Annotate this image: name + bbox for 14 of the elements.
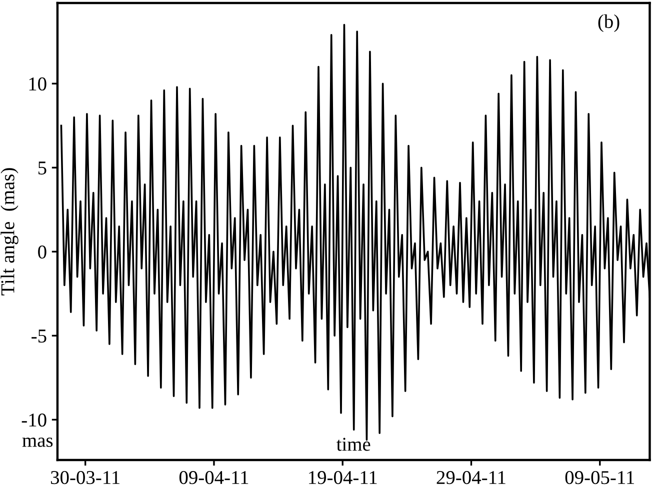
x-tick-label: 30-03-11 xyxy=(50,471,120,484)
y-axis-title: Tilt angle (mas) xyxy=(0,168,18,296)
annotation: (b) xyxy=(598,14,620,32)
y-tick-label: -5 xyxy=(32,330,46,343)
x-tick-label: 29-04-11 xyxy=(436,471,506,484)
y-tick-label: 5 xyxy=(38,162,46,175)
text: mas xyxy=(22,438,53,447)
y-tick-label: 10 xyxy=(29,77,46,91)
x-tick-label: 19-04-11 xyxy=(309,471,377,484)
y-tick-label: -10 xyxy=(22,414,46,427)
x-tick-label: 09-05-11 xyxy=(565,471,634,484)
x-tick-label: 09-04-11 xyxy=(179,471,248,484)
x-axis-title: time xyxy=(336,438,370,451)
y-tick-label: 0 xyxy=(38,245,46,259)
